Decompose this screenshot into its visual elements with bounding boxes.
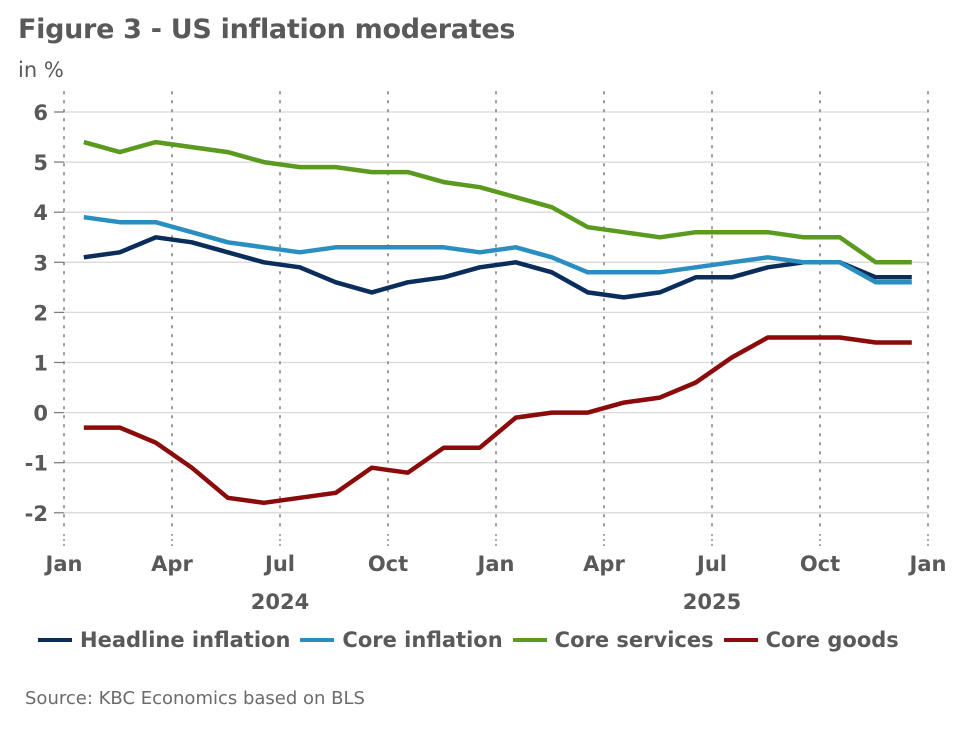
legend-label: Headline inflation xyxy=(80,628,291,652)
legend-item: Core inflation xyxy=(300,628,503,652)
y-tick-label: 3 xyxy=(33,251,48,275)
series-line-core-services xyxy=(83,139,912,265)
x-tick-label: Apr xyxy=(583,552,625,576)
x-tick-label: Jan xyxy=(476,552,515,576)
y-tick-label: 6 xyxy=(33,101,48,125)
y-axis: 6 5 4 3 2 1 0 -1 -2 xyxy=(25,101,64,526)
legend-swatch xyxy=(512,638,547,642)
vertical-grid-lines xyxy=(63,91,929,531)
legend-item: Core services xyxy=(512,628,714,652)
y-tick-label: 2 xyxy=(33,301,48,325)
source-note: Source: KBC Economics based on BLS xyxy=(25,688,365,709)
x-tick-label: Jan xyxy=(908,552,947,576)
series-line-core-inflation xyxy=(83,214,912,285)
y-tick-label: 5 xyxy=(33,151,48,175)
chart-subtitle: in % xyxy=(18,58,64,82)
line-chart: 6 5 4 3 2 1 0 -1 -2 Jan Apr Jul Oct Jan Apr Jul Oct Jan 2… xyxy=(25,91,947,614)
series-lines xyxy=(83,139,912,506)
legend-label: Core goods xyxy=(765,628,899,652)
x-axis: Jan Apr Jul Oct Jan Apr Jul Oct Jan 2024 2025 xyxy=(44,534,947,614)
series-line-headline-inflation xyxy=(83,235,912,300)
legend-label: Core inflation xyxy=(342,628,503,652)
legend-swatch xyxy=(300,638,335,642)
x-tick-label: Jan xyxy=(44,552,83,576)
y-tick-label: 1 xyxy=(33,352,48,376)
y-tick-label: 4 xyxy=(33,201,48,225)
x-tick-label: Jul xyxy=(263,552,295,576)
x-year-label: 2024 xyxy=(251,590,309,614)
legend: Headline inflation Core inflation Core ser… xyxy=(38,628,909,652)
x-tick-label: Apr xyxy=(151,552,193,576)
y-tick-label: -2 xyxy=(25,502,48,526)
legend-label: Core services xyxy=(554,628,714,652)
legend-swatch xyxy=(723,638,758,642)
legend-item: Headline inflation xyxy=(38,628,290,652)
x-year-label: 2025 xyxy=(683,590,741,614)
series-line-core-goods xyxy=(83,335,912,506)
x-tick-label: Oct xyxy=(800,552,840,576)
chart-title: Figure 3 - US inflation moderates xyxy=(18,14,516,45)
x-tick-label: Oct xyxy=(368,552,408,576)
legend-item: Core goods xyxy=(723,628,899,652)
x-tick-label: Jul xyxy=(695,552,727,576)
legend-swatch xyxy=(38,638,72,642)
y-tick-label: -1 xyxy=(25,452,48,476)
y-tick-label: 0 xyxy=(33,402,48,426)
